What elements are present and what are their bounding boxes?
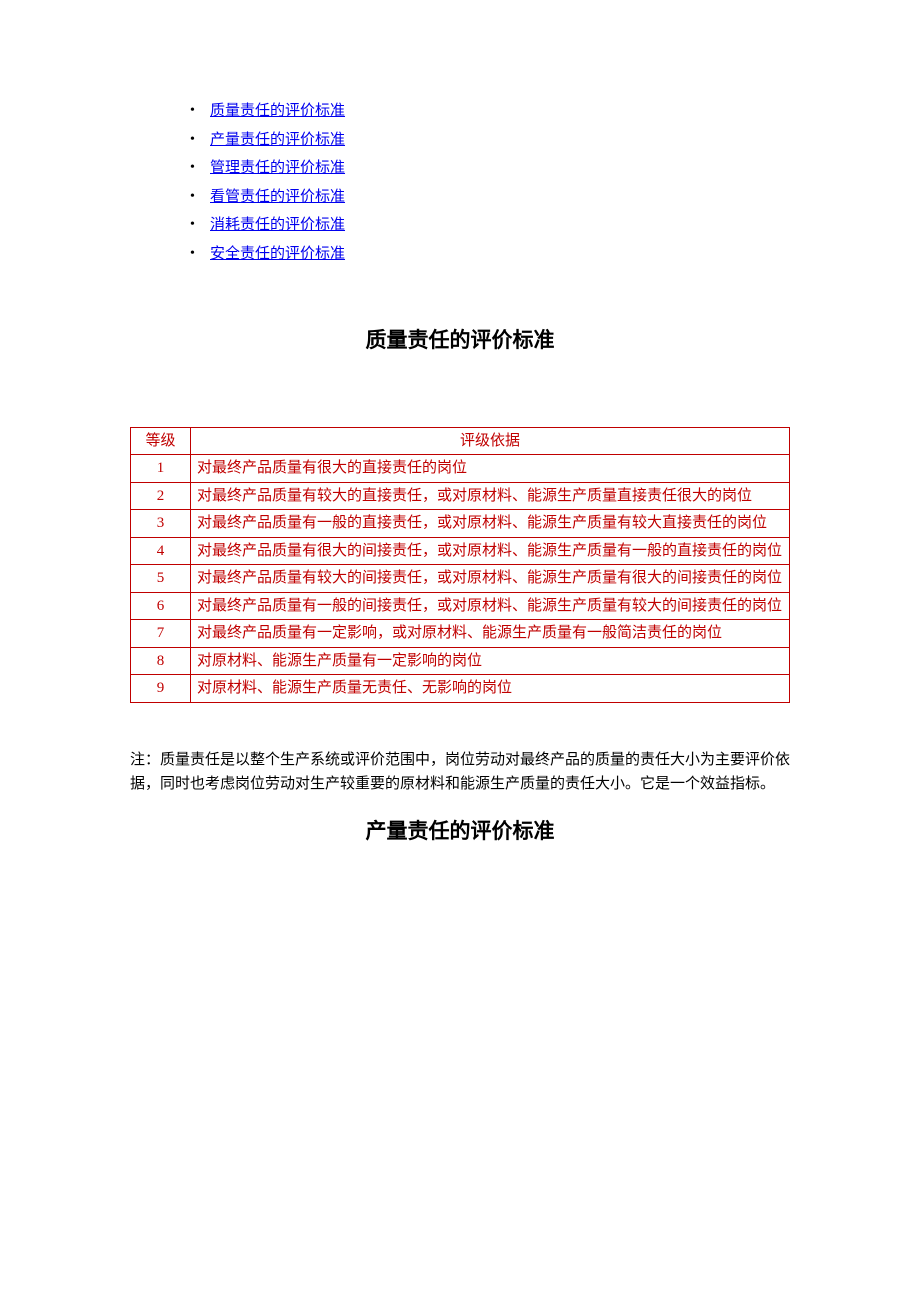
- cell-level: 9: [131, 675, 191, 703]
- cell-desc: 对原材料、能源生产质量有一定影响的岗位: [191, 647, 790, 675]
- toc-link-supervision[interactable]: 看管责任的评价标准: [210, 189, 345, 205]
- cell-level: 1: [131, 455, 191, 483]
- table-row: 1对最终产品质量有很大的直接责任的岗位: [131, 455, 790, 483]
- toc-item: 消耗责任的评价标准: [190, 214, 790, 237]
- table-row: 3对最终产品质量有一般的直接责任，或对原材料、能源生产质量有较大直接责任的岗位: [131, 510, 790, 538]
- table-row: 2对最终产品质量有较大的直接责任，或对原材料、能源生产质量直接责任很大的岗位: [131, 482, 790, 510]
- section-title-quality: 质量责任的评价标准: [130, 325, 790, 357]
- table-header-row: 等级 评级依据: [131, 427, 790, 455]
- cell-level: 6: [131, 592, 191, 620]
- note-quality: 注：质量责任是以整个生产系统或评价范围中，岗位劳动对最终产品的质量的责任大小为主…: [130, 748, 790, 796]
- toc-link-safety[interactable]: 安全责任的评价标准: [210, 246, 345, 262]
- cell-level: 8: [131, 647, 191, 675]
- toc-item: 质量责任的评价标准: [190, 100, 790, 123]
- cell-desc: 对最终产品质量有较大的直接责任，或对原材料、能源生产质量直接责任很大的岗位: [191, 482, 790, 510]
- table-row: 6对最终产品质量有一般的间接责任，或对原材料、能源生产质量有较大的间接责任的岗位: [131, 592, 790, 620]
- toc-item: 管理责任的评价标准: [190, 157, 790, 180]
- table-of-contents: 质量责任的评价标准 产量责任的评价标准 管理责任的评价标准 看管责任的评价标准 …: [130, 100, 790, 265]
- table-row: 4对最终产品质量有很大的间接责任，或对原材料、能源生产质量有一般的直接责任的岗位: [131, 537, 790, 565]
- toc-item: 看管责任的评价标准: [190, 186, 790, 209]
- toc-link-output[interactable]: 产量责任的评价标准: [210, 132, 345, 148]
- cell-desc: 对最终产品质量有一般的直接责任，或对原材料、能源生产质量有较大直接责任的岗位: [191, 510, 790, 538]
- section-title-output: 产量责任的评价标准: [130, 816, 790, 848]
- header-basis: 评级依据: [191, 427, 790, 455]
- cell-desc: 对最终产品质量有一定影响，或对原材料、能源生产质量有一般简洁责任的岗位: [191, 620, 790, 648]
- cell-desc: 对最终产品质量有较大的间接责任，或对原材料、能源生产质量有很大的间接责任的岗位: [191, 565, 790, 593]
- toc-link-consumption[interactable]: 消耗责任的评价标准: [210, 217, 345, 233]
- cell-desc: 对最终产品质量有一般的间接责任，或对原材料、能源生产质量有较大的间接责任的岗位: [191, 592, 790, 620]
- table-row: 7对最终产品质量有一定影响，或对原材料、能源生产质量有一般简洁责任的岗位: [131, 620, 790, 648]
- quality-standards-table: 等级 评级依据 1对最终产品质量有很大的直接责任的岗位 2对最终产品质量有较大的…: [130, 427, 790, 703]
- cell-desc: 对最终产品质量有很大的间接责任，或对原材料、能源生产质量有一般的直接责任的岗位: [191, 537, 790, 565]
- header-level: 等级: [131, 427, 191, 455]
- cell-level: 5: [131, 565, 191, 593]
- cell-desc: 对原材料、能源生产质量无责任、无影响的岗位: [191, 675, 790, 703]
- toc-item: 产量责任的评价标准: [190, 129, 790, 152]
- toc-link-management[interactable]: 管理责任的评价标准: [210, 160, 345, 176]
- cell-desc: 对最终产品质量有很大的直接责任的岗位: [191, 455, 790, 483]
- toc-item: 安全责任的评价标准: [190, 243, 790, 266]
- cell-level: 2: [131, 482, 191, 510]
- table-row: 8对原材料、能源生产质量有一定影响的岗位: [131, 647, 790, 675]
- toc-link-quality[interactable]: 质量责任的评价标准: [210, 103, 345, 119]
- cell-level: 3: [131, 510, 191, 538]
- cell-level: 4: [131, 537, 191, 565]
- table-row: 5对最终产品质量有较大的间接责任，或对原材料、能源生产质量有很大的间接责任的岗位: [131, 565, 790, 593]
- table-row: 9对原材料、能源生产质量无责任、无影响的岗位: [131, 675, 790, 703]
- cell-level: 7: [131, 620, 191, 648]
